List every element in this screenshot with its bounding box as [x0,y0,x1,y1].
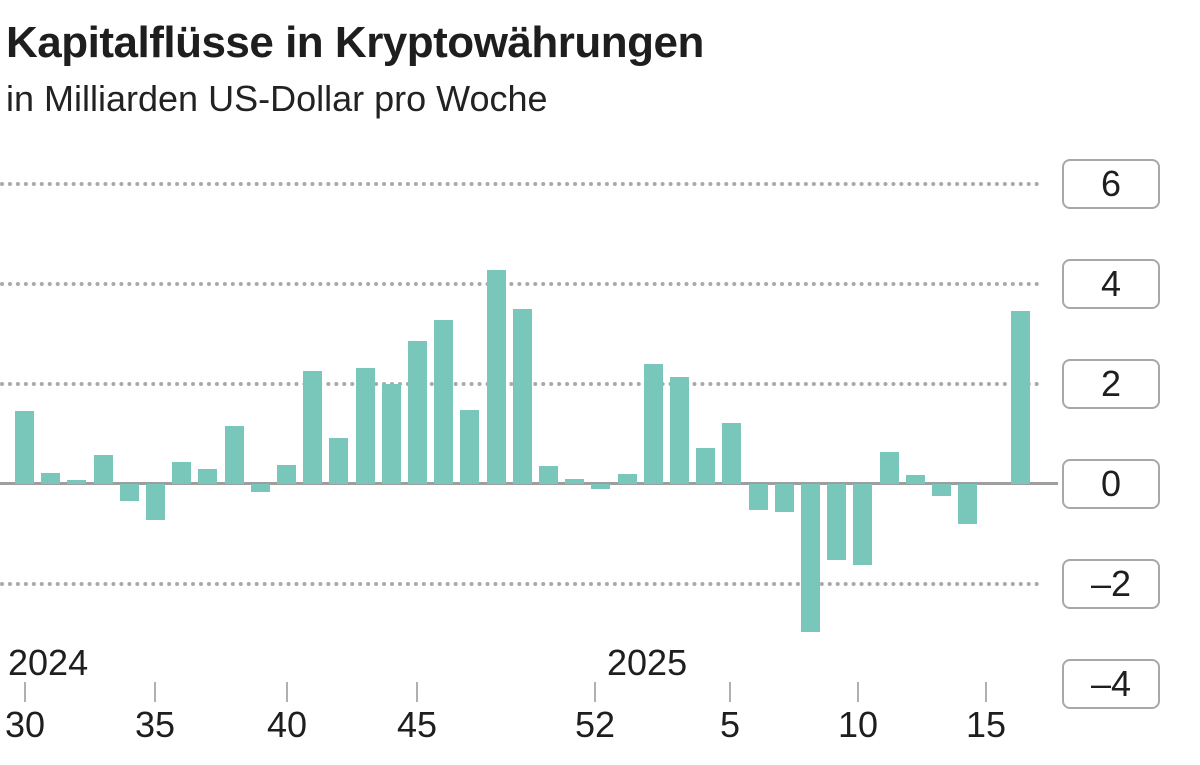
x-tick-label: 45 [396,704,438,745]
x-tick-label: 40 [266,704,308,745]
bar [41,473,61,484]
bar [801,484,820,632]
x-tick-label: 15 [965,704,1007,745]
bar [93,455,113,484]
bar [434,320,454,484]
bar [460,410,480,484]
chart-subtitle: in Milliarden US-Dollar pro Woche [6,78,548,119]
bar [119,484,139,501]
bar [172,461,192,484]
bar [879,451,899,484]
bar [198,469,218,484]
bar [643,364,663,484]
x-tick-mark [729,682,731,702]
bar [67,480,87,484]
bar [381,384,401,484]
x-tick-mark [286,682,288,702]
x-tick-mark [154,682,156,702]
bar [146,484,165,520]
bar [250,484,270,492]
x-tick-mark [857,682,859,702]
bar [905,474,925,484]
y-tick-label: 4 [1062,259,1160,309]
bar [565,479,585,484]
y-tick-label: 2 [1062,359,1160,409]
bar [827,484,847,560]
gridline-4 [0,282,1040,286]
bar [303,371,323,484]
bar [224,425,244,484]
year-label: 2024 [8,642,89,683]
y-tick-label: –2 [1062,559,1160,609]
bar [591,484,611,489]
y-tick-label: –4 [1062,659,1160,709]
x-tick-mark [416,682,418,702]
bar [1010,310,1030,484]
bar [696,447,716,484]
bar [277,465,296,484]
x-tick-label: 35 [134,704,176,745]
year-label: 2025 [607,642,688,683]
bar [539,466,558,484]
x-tick-label: 5 [719,704,741,745]
bar [932,484,951,496]
bar [670,376,689,484]
x-tick-mark [985,682,987,702]
x-tick-label: 10 [837,704,879,745]
bar [722,422,742,484]
bar [958,484,978,524]
x-tick-label: 52 [574,704,616,745]
bar [512,309,532,484]
x-tick-mark [594,682,596,702]
bar [748,484,768,510]
x-tick-label: 30 [4,704,46,745]
bar [408,340,427,484]
y-tick-label: 0 [1062,459,1160,509]
gridline-minus-2 [0,582,1040,586]
bar [774,484,794,512]
gridline-6 [0,182,1040,186]
y-tick-label: 6 [1062,159,1160,209]
bar [329,438,349,484]
bar [617,474,637,484]
x-tick-mark [24,682,26,702]
bar [853,484,873,565]
bar [15,411,34,484]
chart-title: Kapitalflüsse in Kryptowährungen [6,18,704,67]
bar [355,367,375,484]
bar [486,270,506,484]
